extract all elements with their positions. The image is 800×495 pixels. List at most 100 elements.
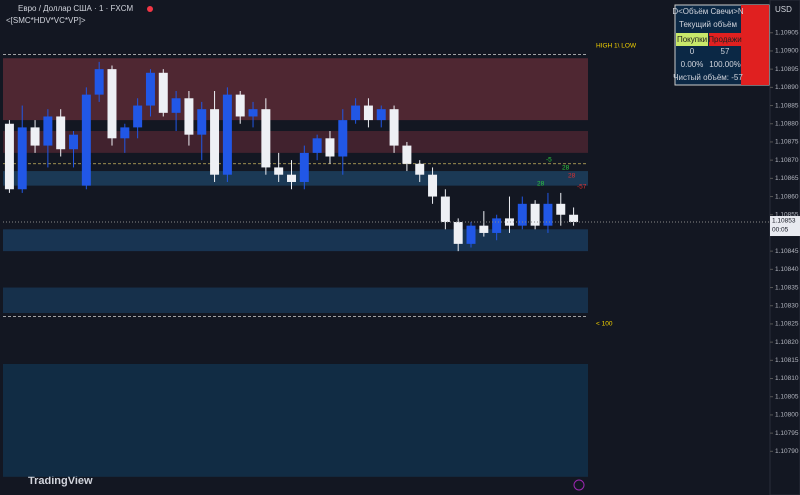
annotation: -5 bbox=[546, 157, 552, 164]
candle-body bbox=[492, 218, 502, 233]
y-tick-label: 1.10885 bbox=[775, 102, 799, 109]
annotation: HIGH 1\ LOW bbox=[596, 43, 637, 50]
candle-body bbox=[325, 138, 335, 157]
candle-body bbox=[287, 174, 296, 182]
candle-body bbox=[543, 203, 553, 226]
y-tick-label: 1.10830 bbox=[775, 302, 799, 309]
candle-body bbox=[466, 225, 476, 244]
candle-body bbox=[133, 105, 143, 128]
candle-body bbox=[158, 72, 168, 113]
net-volume: Чистый объём: -57 bbox=[673, 73, 743, 82]
candle-body bbox=[43, 116, 53, 146]
buy-pct: 0.00% bbox=[681, 60, 704, 69]
y-tick-label: 1.10805 bbox=[775, 393, 799, 400]
y-tick-label: 1.10815 bbox=[775, 357, 799, 364]
y-tick-label: 1.10820 bbox=[775, 339, 799, 346]
y-tick-label: 1.10835 bbox=[775, 284, 799, 291]
candle-body bbox=[376, 109, 386, 121]
table-subtitle: Текущий объём bbox=[679, 20, 737, 29]
annotation: < 100 bbox=[596, 321, 613, 328]
candle-body bbox=[453, 222, 463, 244]
candle-body bbox=[197, 109, 207, 135]
currency[interactable]: USD bbox=[775, 5, 792, 14]
table-red bbox=[741, 5, 769, 85]
y-tick-label: 1.10840 bbox=[775, 266, 799, 273]
candle-body bbox=[107, 69, 117, 139]
y-tick-label: 1.10890 bbox=[775, 84, 799, 91]
zone bbox=[3, 229, 588, 252]
y-tick-label: 1.10810 bbox=[775, 375, 799, 382]
y-tick-label: 1.10795 bbox=[775, 430, 799, 437]
candle-body bbox=[389, 109, 399, 146]
candle-body bbox=[222, 94, 232, 175]
candle-body bbox=[94, 69, 104, 95]
icon[interactable] bbox=[573, 479, 585, 491]
candle-body bbox=[312, 138, 322, 153]
candle-body bbox=[274, 167, 284, 175]
candle-body bbox=[428, 174, 438, 197]
symbol-title[interactable]: Евро / Доллар США · 1 · FXCM bbox=[18, 4, 134, 13]
zone bbox=[3, 131, 588, 153]
buy-cell bbox=[676, 33, 708, 46]
sell-label: Продажи bbox=[708, 35, 741, 44]
candle-body bbox=[248, 109, 258, 117]
zone bbox=[3, 287, 588, 314]
buy-value: 0 bbox=[690, 47, 695, 56]
indicator-name[interactable]: <[SMC*HDV*VC*VP]> bbox=[6, 16, 86, 25]
buy-label: Покупки bbox=[677, 35, 707, 44]
annotation: 28 bbox=[537, 181, 545, 188]
candle-body bbox=[81, 94, 91, 186]
y-tick-label: 1.10865 bbox=[775, 175, 799, 182]
candle-body bbox=[479, 225, 489, 233]
candle-body bbox=[363, 105, 373, 121]
price-axis bbox=[769, 0, 800, 495]
last-price: 1.10853 bbox=[772, 218, 796, 225]
y-tick-label: 1.10790 bbox=[775, 448, 799, 455]
candle-body bbox=[402, 145, 412, 164]
candle-body bbox=[235, 94, 245, 117]
y-tick-label: 1.10845 bbox=[775, 248, 799, 255]
logo[interactable]: TradingView bbox=[28, 475, 93, 487]
candle-body bbox=[17, 127, 27, 190]
candle-body bbox=[504, 218, 514, 226]
y-tick-label: 1.10875 bbox=[775, 139, 799, 146]
y-tick-label: 1.10855 bbox=[775, 211, 799, 218]
annotation: 28 bbox=[568, 173, 576, 180]
annotation: 28 bbox=[562, 165, 570, 172]
candle-body bbox=[569, 214, 579, 223]
y-tick-label: 1.10905 bbox=[775, 29, 799, 36]
candle-body bbox=[171, 98, 181, 113]
candle-body bbox=[415, 163, 425, 175]
sell-value: 57 bbox=[721, 47, 730, 56]
y-tick-label: 1.10800 bbox=[775, 412, 799, 419]
candle-body bbox=[351, 105, 361, 121]
candle-body bbox=[210, 109, 220, 175]
candle-body bbox=[30, 127, 40, 146]
zone bbox=[3, 363, 588, 477]
candle-body bbox=[530, 203, 540, 226]
candle-body bbox=[69, 134, 79, 150]
candle-body bbox=[338, 120, 348, 157]
volume-table: D<Объём Свечи>N Текущий объём Покупки Пр… bbox=[672, 4, 770, 86]
y-tick-label: 1.10860 bbox=[775, 193, 799, 200]
status-dot bbox=[147, 6, 153, 12]
candle-body bbox=[56, 116, 66, 150]
y-tick-label: 1.10895 bbox=[775, 66, 799, 73]
table-title: D<Объём Свечи>N bbox=[672, 7, 744, 16]
y-tick-label: 1.10880 bbox=[775, 120, 799, 127]
y-tick-label: 1.10870 bbox=[775, 157, 799, 164]
countdown: 00:05 bbox=[772, 227, 789, 234]
y-tick-label: 1.10900 bbox=[775, 48, 799, 55]
y-tick-label: 1.10825 bbox=[775, 321, 799, 328]
candle-body bbox=[556, 203, 566, 215]
candle-body bbox=[299, 152, 309, 182]
candle-body bbox=[517, 203, 527, 226]
candle-body bbox=[145, 72, 155, 106]
candle-body bbox=[440, 196, 450, 223]
last-price-box bbox=[770, 216, 800, 237]
sell-cell bbox=[709, 33, 741, 46]
candle-body bbox=[261, 109, 271, 168]
candle-body bbox=[4, 123, 14, 190]
annotation: -57 bbox=[577, 184, 587, 191]
